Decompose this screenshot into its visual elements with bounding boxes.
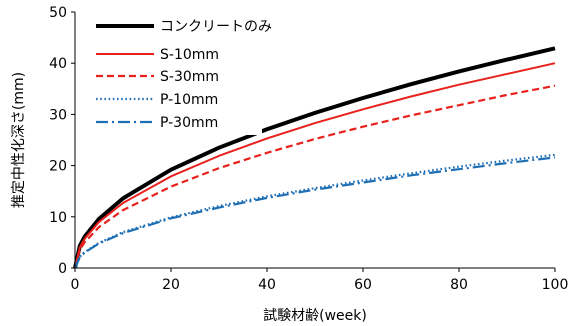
legend-box <box>84 13 262 135</box>
x-tick-label: 0 <box>71 277 80 293</box>
ticks: 0 20 40 60 80 100 0 10 20 30 40 50 <box>49 5 568 293</box>
legend-label-5: P-30mm <box>160 115 218 131</box>
y-tick-label: 20 <box>49 159 67 175</box>
axes <box>74 12 555 269</box>
legend: コンクリートのみ S-10mm S-30mm P-10mm P-30mm <box>84 13 272 135</box>
x-tick-label: 100 <box>542 277 569 293</box>
y-tick-label: 50 <box>49 5 67 21</box>
y-tick-label: 30 <box>49 107 67 123</box>
legend-label-3: S-30mm <box>160 69 219 85</box>
plot-lines <box>73 46 556 269</box>
y-tick-label: 10 <box>49 210 67 226</box>
legend-label-4: P-10mm <box>160 92 218 108</box>
x-tick-label: 60 <box>354 277 372 293</box>
x-tick-label: 80 <box>450 277 468 293</box>
x-tick-label: 20 <box>162 277 180 293</box>
legend-label-1: コンクリートのみ <box>160 19 272 35</box>
legend-label-2: S-10mm <box>160 47 219 63</box>
y-tick-label: 0 <box>58 261 67 277</box>
series-line-4 <box>73 153 556 269</box>
y-axis-title: 推定中性化深さ(mm) <box>11 72 27 208</box>
series-line-3 <box>73 84 556 269</box>
series-line-1 <box>73 46 556 269</box>
x-axis-title: 試験材齢(week) <box>263 308 367 324</box>
y-tick-label: 40 <box>49 56 67 72</box>
series-line-2 <box>74 62 556 269</box>
x-tick-label: 40 <box>258 277 276 293</box>
series-line-5 <box>73 156 556 269</box>
